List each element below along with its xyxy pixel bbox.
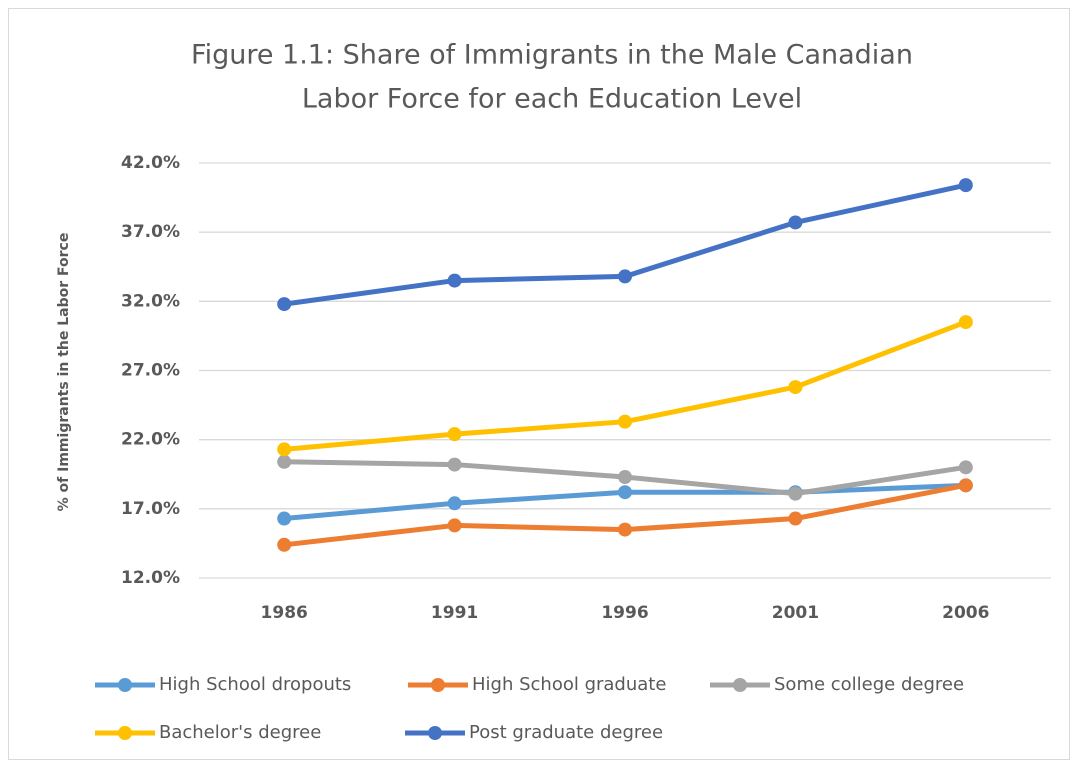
point bbox=[618, 414, 632, 429]
legend-label: High School graduate bbox=[472, 674, 666, 695]
x-tick-label: 1986 bbox=[261, 603, 308, 623]
x-tick-label: 2001 bbox=[772, 603, 819, 623]
point bbox=[618, 470, 632, 485]
point bbox=[447, 457, 462, 472]
y-tick-label: 42.0% bbox=[121, 153, 180, 173]
point bbox=[447, 496, 462, 511]
point bbox=[788, 380, 803, 395]
y-axis-label: % of Immigrants in the Labor Force bbox=[56, 233, 72, 512]
point bbox=[277, 297, 292, 312]
point bbox=[618, 485, 632, 500]
legend-marker bbox=[733, 678, 747, 692]
x-tick-label: 2006 bbox=[942, 603, 989, 623]
point bbox=[788, 486, 803, 501]
legend-label: Post graduate degree bbox=[469, 722, 663, 743]
chart-title: Labor Force for each Education Level bbox=[302, 84, 802, 115]
point bbox=[447, 427, 462, 442]
legend-label: High School dropouts bbox=[159, 674, 351, 695]
point bbox=[277, 511, 292, 526]
point bbox=[447, 273, 462, 288]
legend-label: Bachelor's degree bbox=[159, 722, 321, 743]
y-tick-label: 22.0% bbox=[121, 430, 180, 450]
y-tick-label: 37.0% bbox=[121, 222, 180, 242]
point bbox=[277, 442, 292, 457]
x-tick-label: 1996 bbox=[601, 603, 648, 623]
y-tick-label: 32.0% bbox=[121, 291, 180, 311]
point bbox=[958, 315, 973, 330]
legend-marker bbox=[118, 678, 132, 692]
point bbox=[618, 522, 632, 537]
point bbox=[618, 269, 632, 284]
point bbox=[447, 518, 462, 533]
x-tick-label: 1991 bbox=[431, 603, 478, 623]
point bbox=[788, 511, 803, 526]
chart-title: Figure 1.1: Share of Immigrants in the M… bbox=[191, 40, 913, 71]
y-tick-label: 17.0% bbox=[121, 499, 180, 519]
point bbox=[277, 537, 292, 552]
chart-frame bbox=[8, 8, 1070, 760]
point bbox=[958, 460, 973, 475]
y-tick-label: 27.0% bbox=[121, 361, 180, 381]
point bbox=[277, 454, 292, 469]
point bbox=[958, 178, 973, 193]
legend-marker bbox=[428, 726, 442, 740]
legend-marker bbox=[118, 726, 132, 740]
point bbox=[958, 478, 973, 493]
y-tick-label: 12.0% bbox=[121, 568, 180, 588]
legend-marker bbox=[431, 678, 445, 692]
point bbox=[788, 215, 803, 230]
legend-label: Some college degree bbox=[774, 674, 964, 695]
